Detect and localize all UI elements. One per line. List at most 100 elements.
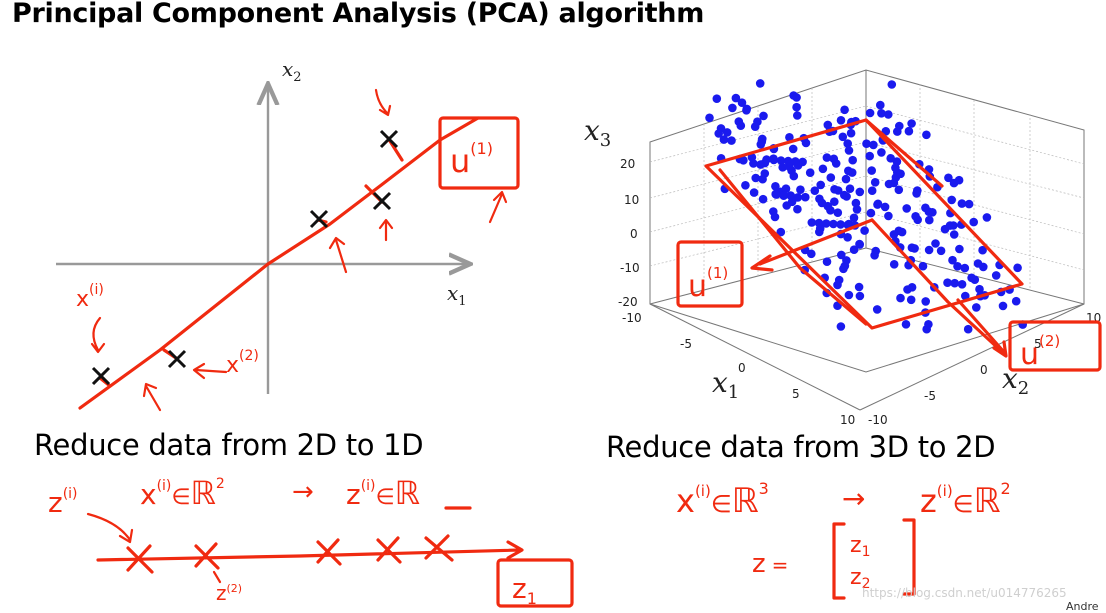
arrow-annotation bbox=[142, 382, 162, 412]
scatter-point bbox=[867, 166, 876, 175]
scatter-point bbox=[736, 121, 746, 130]
scatter-point bbox=[793, 161, 803, 170]
plane-edge bbox=[864, 118, 944, 188]
left-2d-plot: x2 x1 u( bbox=[56, 57, 520, 412]
x1-tick: -5 bbox=[680, 337, 692, 351]
scatter-point bbox=[769, 155, 779, 165]
scatter-point bbox=[862, 139, 871, 148]
scatter-point bbox=[792, 102, 801, 112]
scatter-point bbox=[716, 124, 726, 133]
scatter-point bbox=[1011, 296, 1021, 306]
scatter-point bbox=[830, 197, 839, 206]
projection-plane bbox=[704, 118, 1024, 330]
scatter-point bbox=[815, 227, 824, 237]
scatter-point bbox=[823, 120, 833, 130]
scatter-point bbox=[904, 126, 914, 136]
scatter-point bbox=[943, 278, 952, 288]
x1-3d-axis-label: x1 bbox=[712, 366, 739, 403]
scatter-point bbox=[957, 199, 967, 208]
x2-tick: -10 bbox=[868, 413, 888, 427]
scatter-point bbox=[836, 116, 846, 125]
arrow-to: → bbox=[292, 477, 314, 507]
scatter-point bbox=[886, 154, 895, 163]
scatter-point bbox=[789, 171, 799, 181]
arrow-annotation bbox=[374, 88, 392, 117]
z1-number-line bbox=[96, 540, 524, 562]
data-point-marker bbox=[372, 191, 392, 211]
z-tick: -10 bbox=[620, 261, 640, 275]
scatter-point bbox=[871, 246, 880, 256]
scatter-point bbox=[924, 207, 934, 216]
scatter-point bbox=[785, 133, 794, 142]
scatter-point bbox=[805, 168, 815, 177]
scatter-point bbox=[975, 284, 984, 294]
arrow-annotation bbox=[328, 236, 348, 274]
arrow-annotation bbox=[378, 218, 394, 242]
x1-tick: 0 bbox=[738, 361, 746, 375]
z-vector-entry-1: z1 bbox=[850, 533, 870, 560]
x2-annotation: x(2) bbox=[226, 348, 259, 378]
scatter-point bbox=[841, 174, 851, 184]
x2-tick: -5 bbox=[924, 389, 936, 403]
left-handwriting: z(i) x(i)∈ℝ2 → z(i)∈ℝ z(2) z1 bbox=[48, 474, 574, 608]
scatter-point bbox=[961, 291, 970, 301]
scatter-point bbox=[779, 191, 788, 200]
scatter-point bbox=[705, 113, 714, 123]
scatter-point bbox=[967, 273, 976, 283]
scatter-point bbox=[991, 271, 1001, 280]
scatter-point bbox=[844, 166, 853, 176]
scatter-point bbox=[869, 140, 878, 150]
z2-label-under: z(2) bbox=[216, 581, 242, 605]
scatter-point bbox=[907, 119, 916, 128]
scatter-point bbox=[931, 239, 940, 248]
scatter-point bbox=[896, 169, 905, 179]
scatter-point bbox=[897, 227, 907, 237]
z-vector-lhs: z = bbox=[752, 549, 788, 579]
scatter-point bbox=[860, 226, 869, 235]
scatter-point bbox=[960, 263, 970, 273]
x-in-r2: x(i)∈ℝ2 bbox=[140, 474, 225, 512]
scatter-point bbox=[972, 303, 981, 312]
scatter-point bbox=[867, 186, 877, 195]
scatter-point bbox=[955, 244, 964, 254]
z-tick: 10 bbox=[624, 193, 639, 207]
scatter-point bbox=[839, 264, 848, 274]
z-vector-entry-2: z2 bbox=[850, 565, 870, 592]
scatter-point bbox=[918, 261, 928, 271]
scatter-point bbox=[722, 128, 732, 137]
scatter-point bbox=[842, 192, 851, 201]
scatter-point bbox=[833, 186, 843, 195]
arrow-annotation bbox=[192, 362, 228, 380]
scatter-point bbox=[948, 255, 957, 265]
arrow-annotation bbox=[488, 190, 508, 224]
scatter-point bbox=[796, 185, 805, 194]
vector-bracket-right bbox=[902, 518, 916, 596]
plot-3d-grid bbox=[649, 84, 1085, 290]
scatter-point bbox=[781, 184, 791, 193]
x1-annotation: x(i) bbox=[76, 282, 104, 312]
scatter-point bbox=[778, 163, 787, 172]
scatter-point bbox=[873, 199, 883, 209]
scatter-point bbox=[826, 173, 836, 182]
scatter-point bbox=[963, 324, 973, 334]
scatter-point bbox=[849, 213, 859, 223]
scatter-point bbox=[758, 174, 767, 184]
scatter-point bbox=[712, 94, 722, 103]
z-tick: -20 bbox=[618, 295, 638, 309]
z1-box-label: z1 bbox=[512, 572, 537, 608]
scatter-point bbox=[814, 218, 824, 228]
data-point-marker bbox=[167, 349, 187, 369]
scatter-point bbox=[849, 245, 859, 254]
scatter-point bbox=[833, 208, 843, 217]
watermark: https://blog.csdn.net/u014776265 bbox=[862, 586, 1067, 600]
scatter-point bbox=[782, 201, 791, 210]
scatter-point bbox=[793, 204, 802, 214]
scatter-point bbox=[845, 184, 855, 193]
scatter-point bbox=[887, 80, 897, 89]
vector-bracket-left bbox=[832, 522, 846, 600]
scatter-point bbox=[836, 322, 846, 331]
scatter-point bbox=[902, 204, 911, 213]
projected-point-marker bbox=[194, 542, 220, 570]
scatter-point bbox=[756, 160, 765, 169]
scatter-point bbox=[978, 245, 987, 255]
